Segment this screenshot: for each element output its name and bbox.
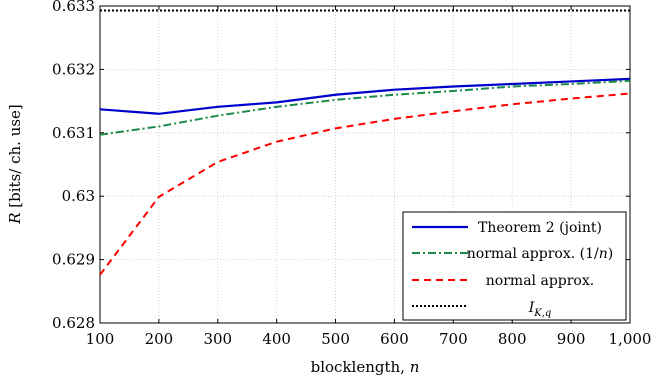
x-tick-label: 100 bbox=[86, 330, 115, 348]
series-line-0 bbox=[99, 77, 631, 115]
x-tick-label: 200 bbox=[145, 330, 174, 348]
x-tick-label: 600 bbox=[380, 330, 409, 348]
y-tick-label: 0.632 bbox=[52, 60, 95, 78]
legend-label-normal-approx: normal approx. bbox=[486, 273, 594, 289]
x-tick-label: 400 bbox=[262, 330, 291, 348]
legend-box bbox=[402, 211, 627, 321]
series-line-2 bbox=[99, 92, 631, 276]
axis-ticks: 100 200 300 400 500 600 700 800 900 1,000 0.628 0.6… bbox=[52, 0, 651, 348]
y-tick-label: 0.628 bbox=[52, 314, 95, 332]
legend: Theorem 2 (joint) normal approx. (1/n) n… bbox=[402, 211, 627, 321]
series-lines bbox=[99, 9, 631, 276]
y-tick-label: 0.629 bbox=[52, 251, 95, 269]
x-tick-label: 900 bbox=[557, 330, 586, 348]
plot-frame bbox=[99, 5, 631, 324]
series-line-1 bbox=[99, 79, 631, 136]
y-axis-label: R [bits/ ch. use] bbox=[6, 104, 24, 225]
x-tick-label: 800 bbox=[498, 330, 527, 348]
legend-label-normal-approx-1n: normal approx. (1/n) bbox=[467, 246, 613, 262]
legend-label-capacity: IK,q bbox=[528, 300, 552, 319]
x-tick-label: 1,000 bbox=[609, 330, 652, 348]
legend-label-theorem2: Theorem 2 (joint) bbox=[478, 220, 602, 236]
y-tick-label: 0.631 bbox=[52, 124, 95, 142]
x-tick-label: 500 bbox=[321, 330, 350, 348]
x-tick-label: 700 bbox=[439, 330, 468, 348]
x-tick-label: 300 bbox=[203, 330, 232, 348]
x-axis-label: blocklength, n bbox=[311, 358, 420, 376]
y-tick-label: 0.633 bbox=[52, 0, 95, 15]
y-tick-label: 0.63 bbox=[62, 187, 95, 205]
